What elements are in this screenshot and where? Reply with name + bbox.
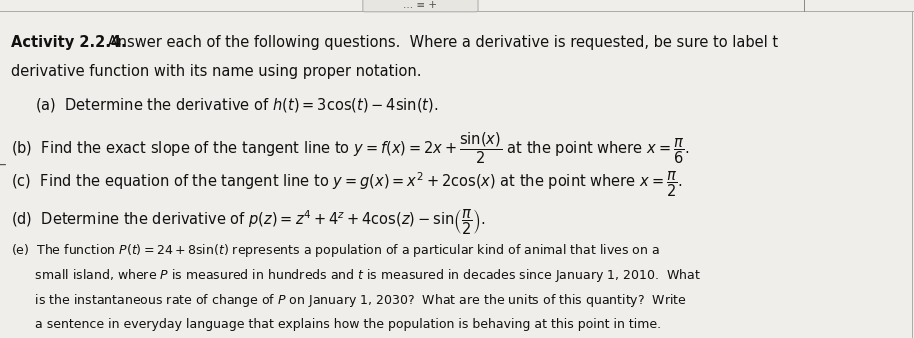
Text: –: – bbox=[0, 157, 5, 172]
Text: (c)  Find the equation of the tangent line to $y = g(x) = x^2 + 2\cos(x)$ at the: (c) Find the equation of the tangent lin… bbox=[11, 169, 683, 198]
Text: (a)  Determine the derivative of $h(t) = 3\cos(t) - 4\sin(t)$.: (a) Determine the derivative of $h(t) = … bbox=[35, 96, 438, 114]
Text: Answer each of the following questions.  Where a derivative is requested, be sur: Answer each of the following questions. … bbox=[103, 35, 779, 50]
Text: is the instantaneous rate of change of $P$ on January 1, 2030?  What are the uni: is the instantaneous rate of change of $… bbox=[11, 292, 687, 309]
Text: derivative function with its name using proper notation.: derivative function with its name using … bbox=[11, 64, 421, 79]
Text: (b)  Find the exact slope of the tangent line to $y = f(x) = 2x + \dfrac{\sin(x): (b) Find the exact slope of the tangent … bbox=[11, 130, 689, 166]
Text: ... ≡ +: ... ≡ + bbox=[403, 0, 438, 10]
Text: small island, where $P$ is measured in hundreds and $t$ is measured in decades s: small island, where $P$ is measured in h… bbox=[11, 267, 701, 284]
Text: (d)  Determine the derivative of $p(z) = z^4 + 4^z + 4\cos(z) - \sin\!\left(\dfr: (d) Determine the derivative of $p(z) = … bbox=[11, 208, 485, 237]
Text: Activity 2.2.4.: Activity 2.2.4. bbox=[11, 35, 127, 50]
FancyBboxPatch shape bbox=[363, 0, 478, 12]
Text: (e)  The function $P(t) = 24 + 8\sin(t)$ represents a population of a particular: (e) The function $P(t) = 24 + 8\sin(t)$ … bbox=[11, 242, 660, 259]
Text: a sentence in everyday language that explains how the population is behaving at : a sentence in everyday language that exp… bbox=[11, 318, 661, 331]
